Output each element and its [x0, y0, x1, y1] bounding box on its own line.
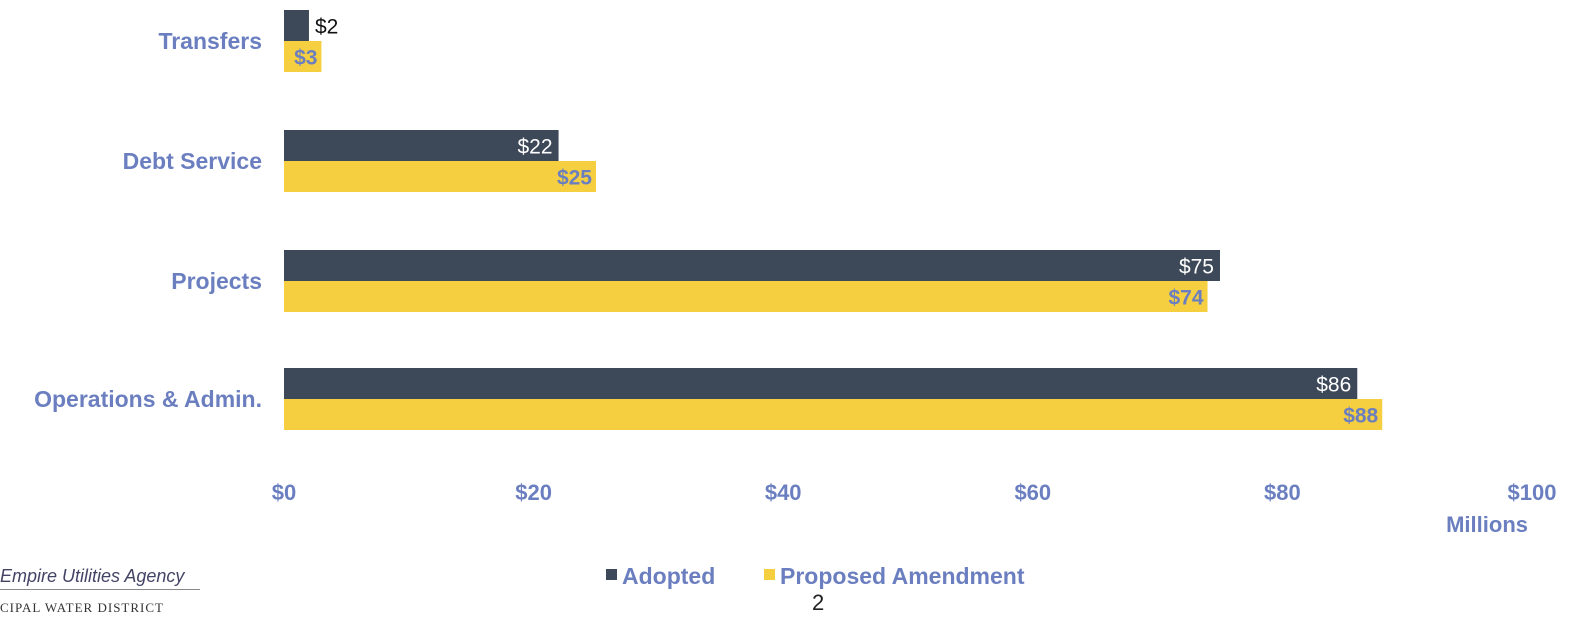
units-label: Millions [1446, 512, 1528, 537]
x-tick-label-100: $100 [1508, 480, 1557, 505]
legend: Adopted Proposed Amendment [606, 563, 1025, 589]
legend-swatch-adopted [606, 569, 617, 580]
bars-layer [284, 10, 1383, 430]
bar-proposed-amendment-operations-admin [284, 399, 1383, 430]
x-tick-label-80: $80 [1264, 480, 1301, 505]
category-label-debt-service: Debt Service [123, 148, 262, 174]
legend-swatch-proposed-amendment [764, 569, 775, 580]
x-tick-label-60: $60 [1014, 480, 1051, 505]
logo-divider [0, 589, 200, 590]
data-label-adopted-projects: $75 [1179, 256, 1214, 279]
bar-adopted-debt-service [284, 130, 559, 161]
data-label-proposed-amendment-projects: $74 [1168, 287, 1203, 310]
x-tick-label-0: $0 [272, 480, 296, 505]
data-label-adopted-debt-service: $22 [518, 136, 553, 159]
data-label-adopted-operations-admin: $86 [1316, 374, 1351, 397]
data-label-proposed-amendment-transfers: $3 [294, 47, 317, 70]
bar-adopted-operations-admin [284, 368, 1358, 399]
logo-district-name: CIPAL WATER DISTRICT [0, 600, 164, 615]
category-label-projects: Projects [171, 268, 262, 294]
x-axis: $0 $20 $40 $60 $80 $100 Millions [272, 480, 1557, 537]
data-label-proposed-amendment-debt-service: $25 [557, 167, 592, 190]
bar-adopted-projects [284, 250, 1220, 281]
bar-adopted-transfers [284, 10, 309, 41]
x-tick-label-20: $20 [515, 480, 552, 505]
bar-proposed-amendment-projects [284, 281, 1208, 312]
category-label-operations-admin: Operations & Admin. [34, 386, 262, 412]
x-tick-label-40: $40 [765, 480, 802, 505]
bar-proposed-amendment-transfers [284, 41, 322, 72]
legend-label-adopted: Adopted [622, 563, 715, 589]
legend-label-proposed-amendment: Proposed Amendment [780, 563, 1025, 589]
data-label-adopted-transfers: $2 [315, 16, 338, 39]
logo-agency-name: Empire Utilities Agency [0, 566, 185, 586]
data-label-proposed-amendment-operations-admin: $88 [1343, 405, 1378, 428]
agency-logo: Empire Utilities Agency CIPAL WATER DIST… [0, 564, 260, 616]
labels-layer: Transfers $2 $3 Debt Service $22$25 Projects $… [34, 16, 1378, 428]
category-label-transfers: Transfers [158, 28, 262, 54]
page-number: 2 [812, 590, 825, 615]
bar-proposed-amendment-debt-service [284, 161, 596, 192]
